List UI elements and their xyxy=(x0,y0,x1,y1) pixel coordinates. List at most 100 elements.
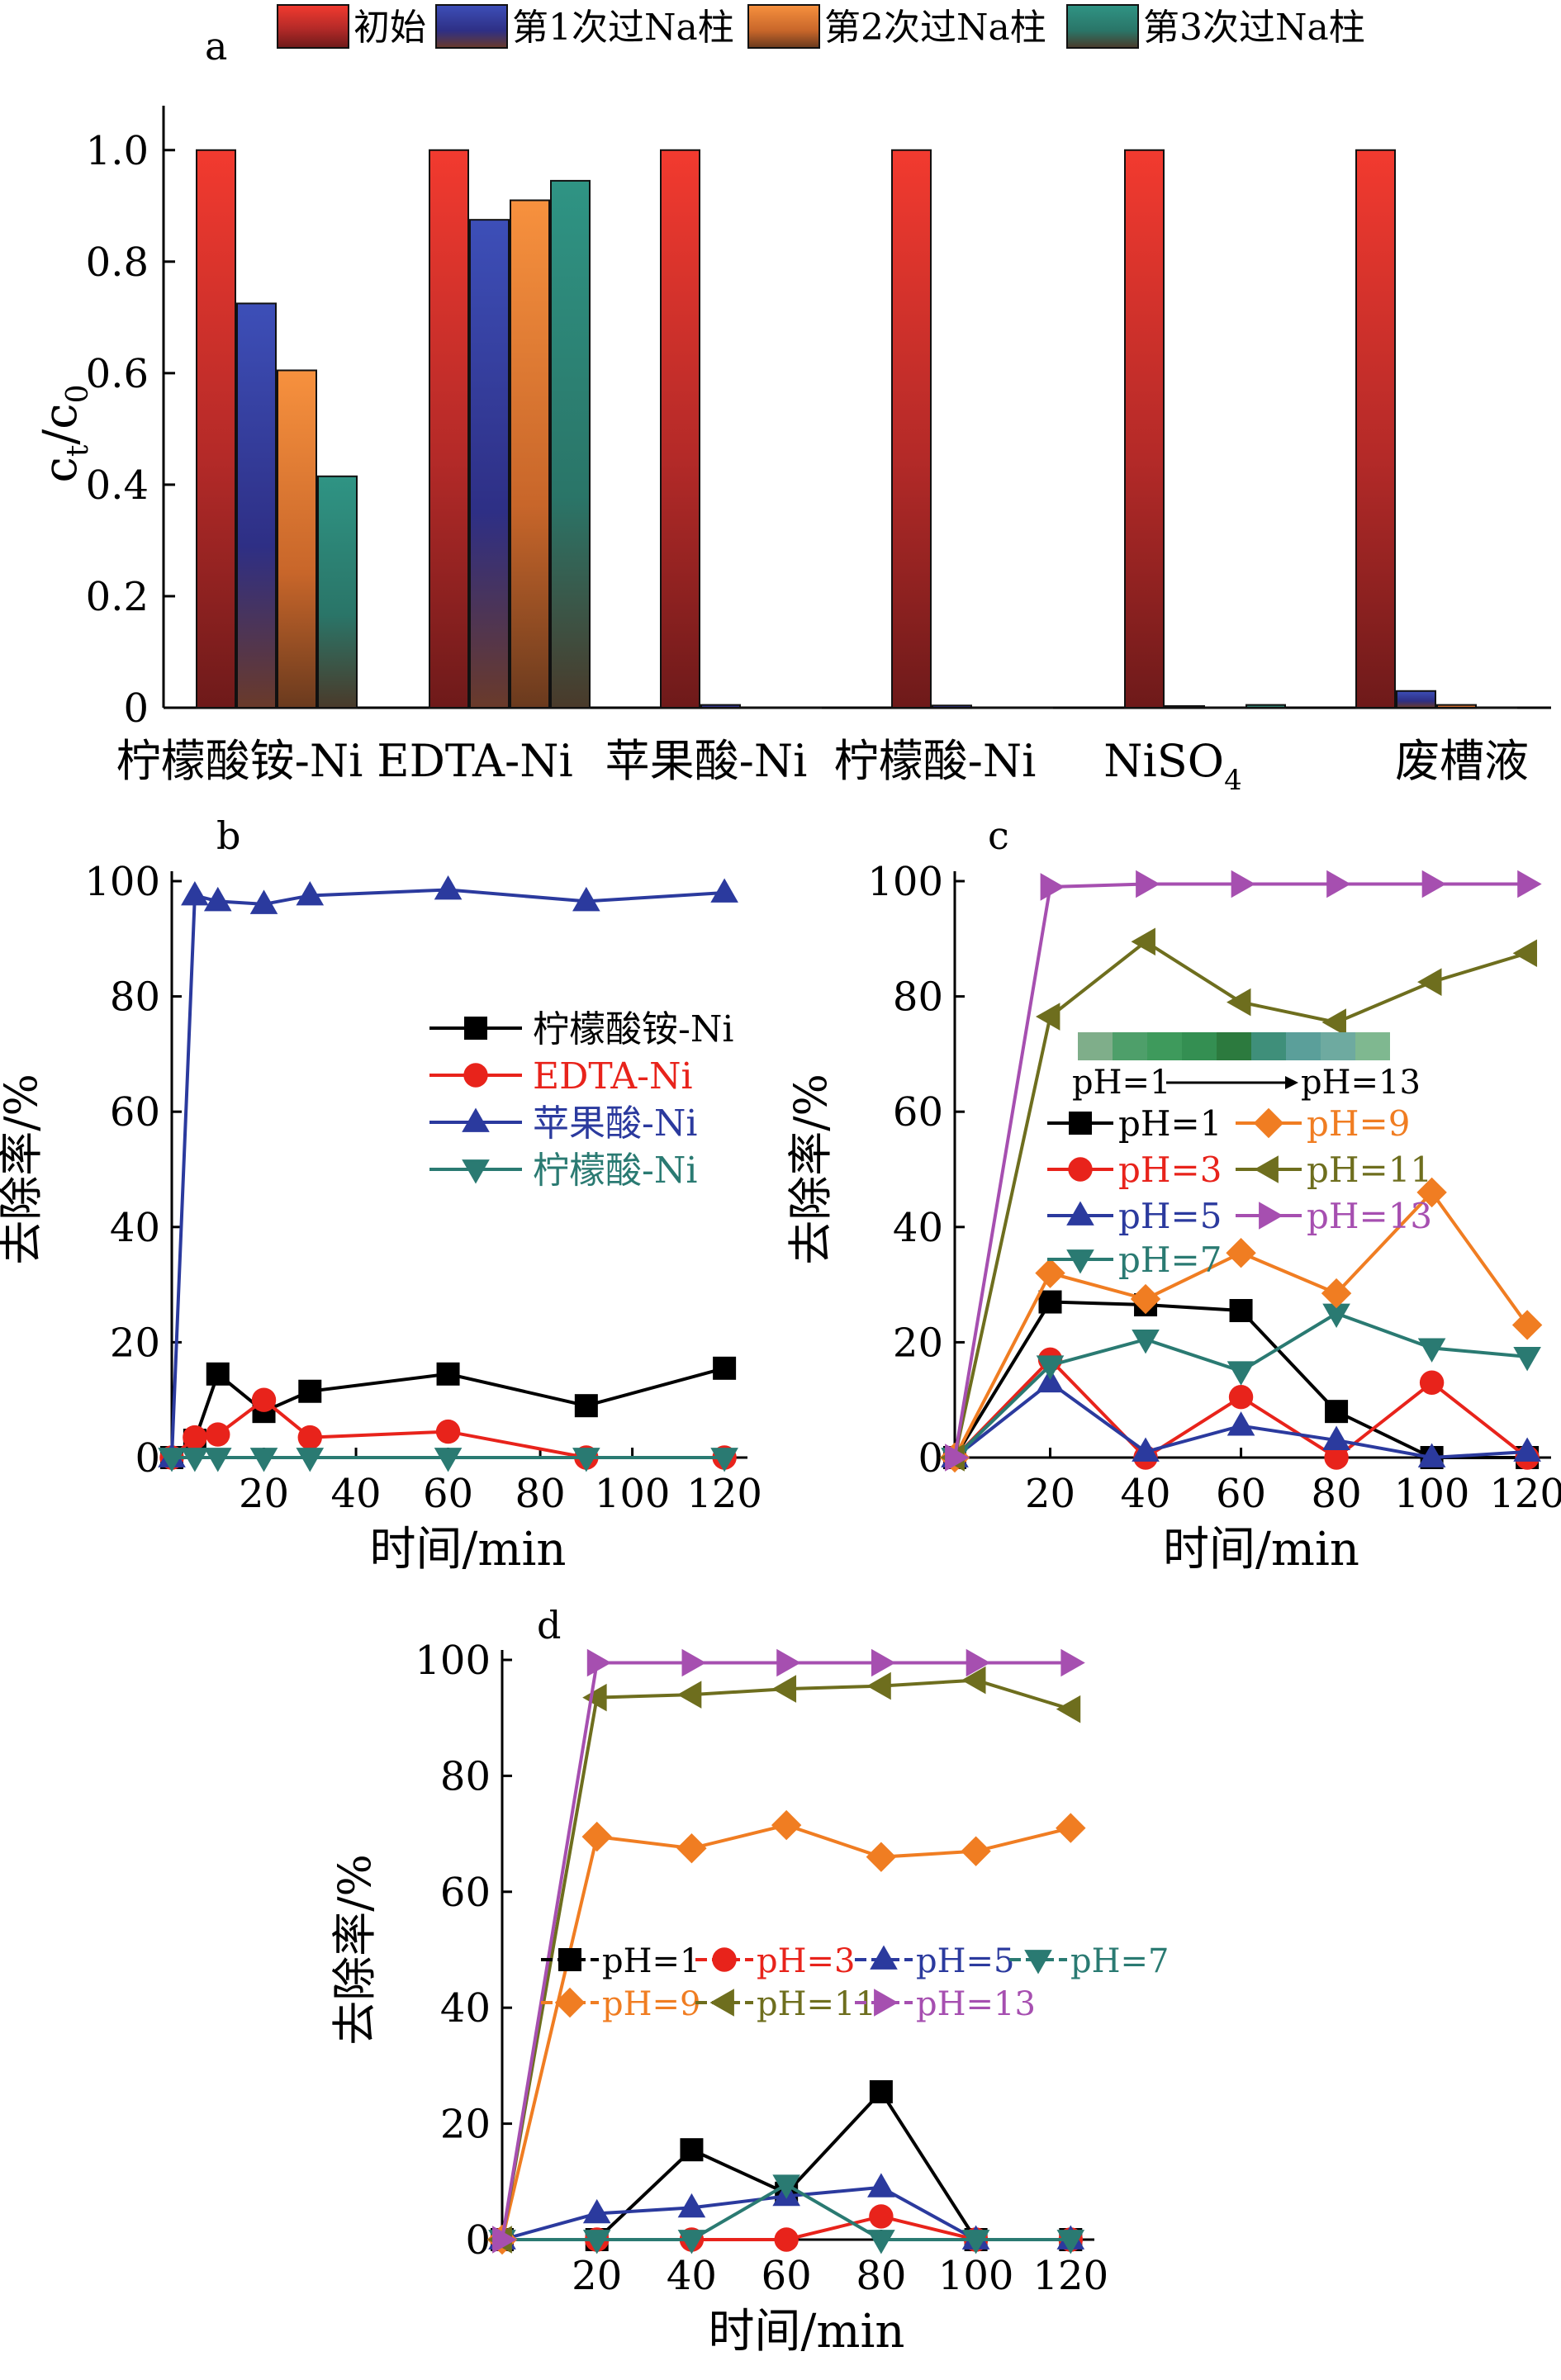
d-y-tick-label: 60 xyxy=(440,1870,491,1916)
a-bar-3-5 xyxy=(1477,707,1517,709)
d-point-5-3 xyxy=(771,1675,797,1703)
c-y-tick-label: 40 xyxy=(893,1205,943,1251)
d-y-tick-label: 80 xyxy=(440,1753,491,1799)
d-point-4-3 xyxy=(771,1809,802,1841)
a-bar-0-0 xyxy=(196,149,236,709)
a-ylabel-t: t xyxy=(61,444,95,457)
c-point-3-4 xyxy=(1322,1303,1350,1328)
b-point-0-7 xyxy=(713,1356,737,1380)
a-category-label: 废槽液 xyxy=(1395,735,1529,787)
d-point-6-0 xyxy=(492,2226,517,2254)
d-plot: 0 20 40 60 80 100 20 40 60 80 100 120 时间/min 去除率/% pH=… xyxy=(329,1638,1169,2359)
b-point-3-4 xyxy=(296,1448,325,1472)
c-y-axis-label: 去除率/% xyxy=(785,1074,837,1265)
c-legend-label-2: pH=5 xyxy=(1118,1196,1222,1236)
c-x-tick-label: 20 xyxy=(1025,1471,1075,1517)
a-ylabel-0: 0 xyxy=(61,385,95,404)
d-point-5-4 xyxy=(866,1671,891,1700)
a-category-label: 苹果酸-Ni xyxy=(605,735,808,787)
b-legend-label-3: 柠檬酸-Ni xyxy=(533,1150,697,1192)
d-point-5-6 xyxy=(1056,1695,1081,1723)
b-point-2-7 xyxy=(710,878,738,903)
b-x-tick-label: 20 xyxy=(239,1471,289,1517)
d-point-6-1 xyxy=(586,1648,612,1677)
a-ylabel-slash: /c xyxy=(34,403,88,444)
panel-b-label: b xyxy=(216,813,240,858)
c-point-2-5 xyxy=(1417,1443,1446,1467)
c-inset-segment-8 xyxy=(1355,1032,1390,1060)
c-point-6-5 xyxy=(1421,870,1447,898)
c-point-5-2 xyxy=(1131,927,1155,956)
c-legend-marker-5 xyxy=(1254,1155,1279,1183)
c-y-tick-label: 60 xyxy=(893,1089,943,1135)
chart-d: d 0 20 40 60 80 100 20 40 60 80 100 120 时间/min 去除率/% p… xyxy=(329,1603,1169,2359)
b-plot: 0 20 40 60 80 100 20 40 60 80 100 120 时间/min 去除率/% 柠檬酸… xyxy=(0,859,762,1576)
c-point-1-5 xyxy=(1419,1370,1445,1395)
b-point-3-6 xyxy=(572,1448,600,1472)
d-point-5-1 xyxy=(582,1683,607,1712)
c-y-tick-label: 0 xyxy=(918,1435,943,1482)
b-point-2-6 xyxy=(572,886,600,912)
c-point-1-4 xyxy=(1324,1445,1349,1470)
c-point-3-2 xyxy=(1132,1330,1160,1354)
c-point-4-2 xyxy=(1130,1283,1161,1315)
b-point-3-2 xyxy=(203,1448,232,1472)
a-legend-swatch-3 xyxy=(1066,4,1139,49)
a-bar-3-4 xyxy=(1245,704,1286,709)
a-bar-2-5 xyxy=(1436,704,1477,709)
d-point-1-3 xyxy=(774,2227,799,2252)
d-point-6-5 xyxy=(966,1648,991,1677)
d-legend-label-0: pH=1 xyxy=(602,1942,700,1980)
d-legend-marker-5 xyxy=(709,1989,734,2017)
b-point-0-6 xyxy=(574,1394,598,1418)
d-point-0-2 xyxy=(680,2138,704,2162)
b-y-tick-label: 20 xyxy=(110,1320,160,1366)
d-point-3-1 xyxy=(582,2230,611,2254)
a-category-label: NiSO4 xyxy=(1103,735,1241,797)
d-point-5-5 xyxy=(961,1666,986,1695)
c-point-4-3 xyxy=(1226,1238,1256,1268)
b-point-3-1 xyxy=(181,1448,209,1472)
a-legend-label-1: 第1次过Na柱 xyxy=(512,7,734,49)
d-point-6-2 xyxy=(681,1648,706,1677)
c-point-4-5 xyxy=(1416,1177,1447,1208)
a-category-labels: 柠檬酸铵-Ni EDTA-Ni 苹果酸-Ni 柠檬酸-Ni NiSO4 废槽液 xyxy=(116,735,1529,797)
c-inset-segment-1 xyxy=(1113,1032,1147,1060)
d-y-tick-label: 100 xyxy=(415,1638,491,1684)
a-bars xyxy=(196,149,1517,709)
c-point-0-1 xyxy=(1038,1290,1062,1314)
c-x-tick-label: 80 xyxy=(1312,1471,1362,1517)
a-bar-2-2 xyxy=(741,707,781,709)
d-x-tick-label: 100 xyxy=(938,2253,1014,2299)
c-point-2-2 xyxy=(1132,1437,1160,1462)
b-point-3-7 xyxy=(710,1448,738,1472)
c-legend-marker-0 xyxy=(1069,1112,1092,1135)
a-legend-swatch-0 xyxy=(277,4,349,49)
b-legend-marker-0 xyxy=(464,1017,487,1040)
c-point-5-4 xyxy=(1321,1008,1346,1036)
d-legend-marker-1 xyxy=(712,1947,737,1972)
c-y-tick-label: 100 xyxy=(867,859,943,905)
c-legend-marker-2 xyxy=(1066,1201,1094,1226)
c-point-2-3 xyxy=(1226,1411,1255,1436)
c-legend-label-6: pH=13 xyxy=(1307,1196,1432,1236)
a-y-tick-label: 0 xyxy=(123,685,149,732)
d-point-3-5 xyxy=(961,2230,990,2254)
a-bar-0-3 xyxy=(891,149,932,709)
b-legend-marker-2 xyxy=(462,1107,490,1132)
b-legend-label-2: 苹果酸-Ni xyxy=(533,1102,697,1145)
d-legend-label-3: pH=7 xyxy=(1070,1942,1169,1980)
a-bar-3-0 xyxy=(317,475,358,709)
a-legend-swatch-2 xyxy=(747,4,820,49)
c-legend-marker-6 xyxy=(1259,1202,1283,1230)
a-bar-0-5 xyxy=(1355,149,1396,709)
b-y-tick-label: 100 xyxy=(84,859,160,905)
d-legend-marker-2 xyxy=(870,1945,898,1970)
a-category-label: 柠檬酸铵-Ni xyxy=(116,735,363,787)
b-x-tick-label: 60 xyxy=(423,1471,473,1517)
d-point-1-4 xyxy=(869,2204,894,2229)
b-x-axis-label: 时间/min xyxy=(370,1523,567,1576)
a-bar-2-0 xyxy=(277,369,317,709)
c-point-4-1 xyxy=(1035,1258,1065,1288)
